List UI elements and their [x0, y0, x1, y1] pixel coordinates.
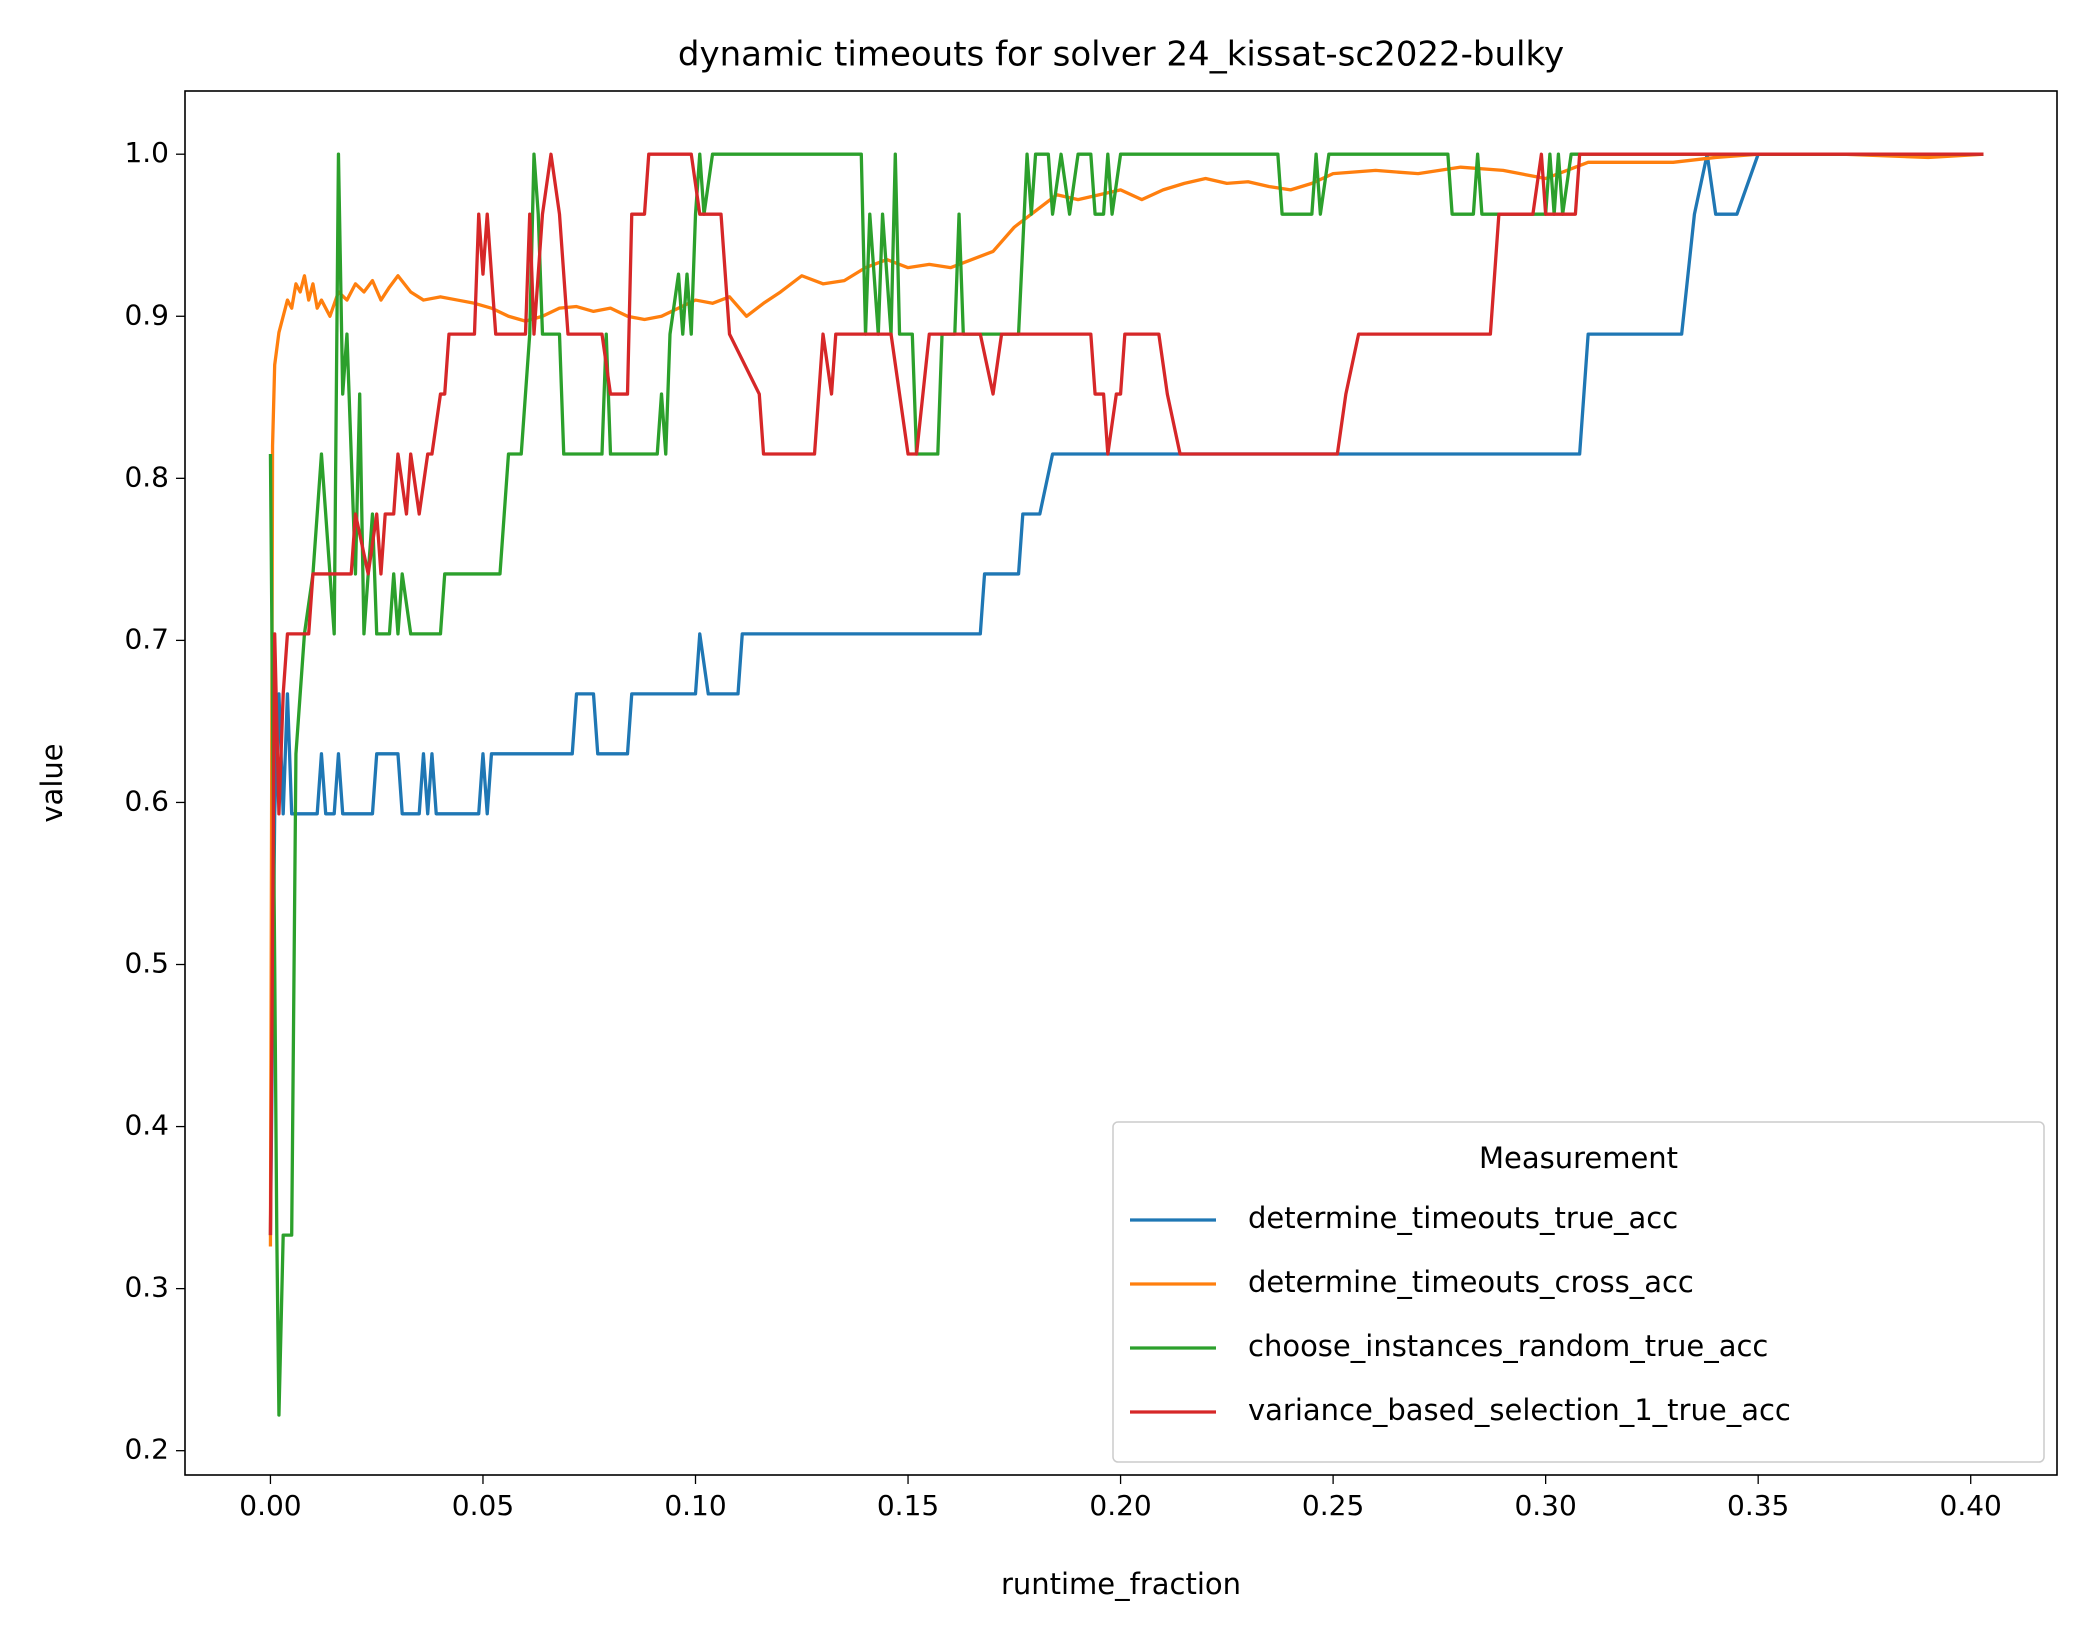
- x-tick-label: 0.15: [877, 1489, 939, 1522]
- x-tick-label: 0.30: [1514, 1489, 1576, 1522]
- series-line: [268, 152, 1984, 1236]
- y-axis-label: value: [35, 743, 69, 822]
- y-tick-label: 0.5: [124, 947, 169, 980]
- y-tick-label: 0.9: [124, 298, 169, 331]
- y-tick-label: 0.4: [124, 1109, 169, 1142]
- plot-frame: [184, 90, 2058, 1476]
- x-tick-label: 0.05: [452, 1489, 514, 1522]
- legend-label: variance_based_selection_1_true_acc: [1248, 1393, 1791, 1427]
- legend-label: determine_timeouts_cross_acc: [1248, 1265, 1694, 1299]
- series-line: [268, 152, 1984, 1247]
- x-axis-label: runtime_fraction: [1001, 1567, 1241, 1601]
- legend-title: Measurement: [1479, 1141, 1678, 1175]
- legend-label: determine_timeouts_true_acc: [1248, 1201, 1678, 1235]
- series-line: [268, 152, 1984, 1236]
- y-tick-label: 1.0: [124, 136, 169, 169]
- x-tick-label: 0.20: [1089, 1489, 1151, 1522]
- legend: Measurement determine_timeouts_true_accde…: [1112, 1121, 2045, 1463]
- x-tick-label: 0.35: [1727, 1489, 1789, 1522]
- y-tick-label: 0.6: [124, 784, 169, 817]
- y-tick-label: 0.7: [124, 622, 169, 655]
- legend-box: [1112, 1121, 2045, 1463]
- x-tick-label: 0.40: [1940, 1489, 2002, 1522]
- legend-label: choose_instances_random_true_acc: [1248, 1329, 1768, 1363]
- x-tick-label: 0.00: [239, 1489, 301, 1522]
- y-tick-label: 0.8: [124, 460, 169, 493]
- x-tick-label: 0.10: [664, 1489, 726, 1522]
- y-tick-label: 0.2: [124, 1433, 169, 1466]
- series-line: [268, 152, 1984, 1417]
- chart-title: dynamic timeouts for solver 24_kissat-sc…: [678, 35, 1564, 75]
- y-tick-label: 0.3: [124, 1271, 169, 1304]
- x-tick-label: 0.25: [1302, 1489, 1364, 1522]
